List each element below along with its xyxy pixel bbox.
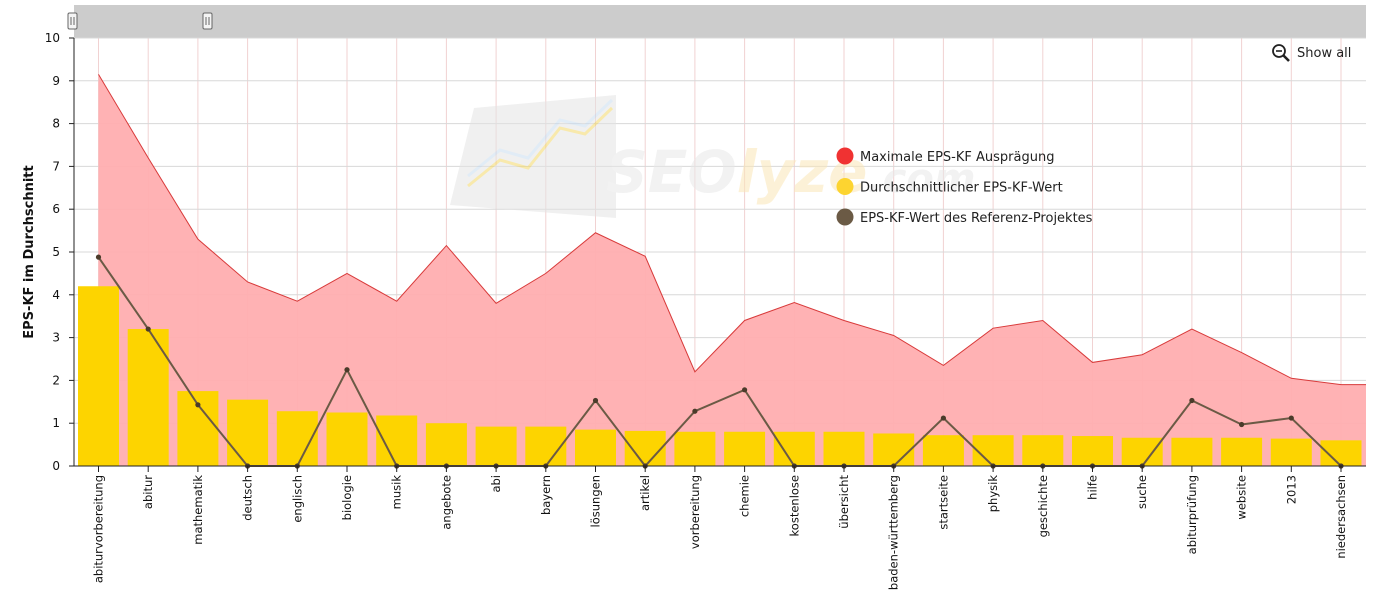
y-tick-label: 5 bbox=[52, 245, 60, 259]
x-category-label: 2013 bbox=[1284, 475, 1298, 504]
x-category-label: deutsch bbox=[241, 475, 255, 521]
x-category-label: lösungen bbox=[589, 475, 603, 527]
y-tick-label: 4 bbox=[52, 288, 60, 302]
watermark-board bbox=[450, 95, 616, 218]
x-category-label: geschichte bbox=[1036, 475, 1050, 537]
y-axis-ticks: 0 1 2 3 4 5 6 7 8 9 10 bbox=[45, 31, 74, 473]
bar-abiturprüfung[interactable] bbox=[1171, 437, 1213, 466]
bar-hilfe[interactable] bbox=[1072, 436, 1113, 466]
zoom-out-icon[interactable] bbox=[1272, 44, 1290, 62]
bar-kostenlose[interactable] bbox=[773, 431, 815, 466]
y-tick-label: 1 bbox=[52, 416, 60, 430]
watermark-line-blue bbox=[467, 98, 614, 178]
x-category-label: übersicht bbox=[837, 475, 851, 529]
x-category-label: suche bbox=[1135, 475, 1149, 509]
reference-point[interactable] bbox=[195, 402, 201, 408]
show-all-button[interactable]: Show all bbox=[1272, 44, 1351, 62]
x-axis-ticks: abiturvorbereitung abitur mathematik deutsc… bbox=[92, 466, 1348, 590]
area-outline bbox=[98, 74, 1366, 386]
show-all-label[interactable]: Show all bbox=[1297, 46, 1351, 61]
bar-lösungen[interactable] bbox=[575, 429, 616, 466]
reference-point[interactable] bbox=[742, 387, 748, 393]
x-category-label: abiturprüfung bbox=[1185, 475, 1199, 554]
navigator-handle-right[interactable] bbox=[202, 12, 213, 30]
legend-label: EPS-KF-Wert des Referenz-Projektes bbox=[860, 211, 1093, 226]
reference-point[interactable] bbox=[592, 397, 599, 404]
reference-point[interactable] bbox=[692, 408, 698, 414]
x-category-label: abitur bbox=[141, 475, 155, 509]
bar-vorbereitung[interactable] bbox=[674, 431, 716, 466]
bar-2013[interactable] bbox=[1270, 438, 1312, 466]
x-category-label: mathematik bbox=[191, 475, 205, 545]
bar-musik[interactable] bbox=[376, 415, 418, 466]
watermark-text-main: SEO bbox=[606, 138, 737, 206]
legend-label: Maximale EPS-KF Ausprägung bbox=[860, 150, 1054, 165]
reference-point[interactable] bbox=[344, 367, 350, 373]
bar-biologie[interactable] bbox=[326, 412, 368, 467]
x-category-label: website bbox=[1235, 475, 1249, 520]
watermark-text: SEOlyze.com bbox=[606, 138, 976, 206]
navigator-track[interactable] bbox=[74, 5, 1366, 38]
y-tick-label: 9 bbox=[52, 74, 60, 88]
y-tick-label: 0 bbox=[52, 459, 60, 473]
bar-baden-württemberg[interactable] bbox=[873, 433, 915, 466]
x-category-label: abi bbox=[489, 475, 503, 493]
reference-point[interactable] bbox=[940, 415, 947, 421]
y-axis-title: EPS-KF im Durchschnitt bbox=[22, 165, 37, 338]
navigator[interactable] bbox=[67, 5, 1366, 38]
y-tick-label: 6 bbox=[52, 202, 60, 216]
y-tick-label: 8 bbox=[52, 117, 60, 131]
legend-marker bbox=[836, 178, 854, 195]
bar-abi[interactable] bbox=[475, 426, 517, 466]
legend: Maximale EPS-KF Ausprägung Durchschnittli… bbox=[836, 147, 1093, 226]
x-category-label: startseite bbox=[936, 475, 950, 530]
bar-website[interactable] bbox=[1221, 437, 1263, 466]
y-tick-label: 2 bbox=[52, 373, 60, 387]
bar-bayern[interactable] bbox=[525, 426, 567, 466]
x-category-label: abiturvorbereitung bbox=[92, 475, 106, 583]
x-category-label: angebote bbox=[439, 475, 453, 530]
x-category-label: chemie bbox=[738, 475, 752, 517]
x-category-label: physik bbox=[986, 475, 1000, 513]
x-category-label: hilfe bbox=[1086, 475, 1100, 500]
bar-deutsch[interactable] bbox=[227, 399, 269, 466]
bar-series-average bbox=[78, 286, 1362, 466]
y-tick-label: 3 bbox=[52, 331, 60, 345]
bar-suche[interactable] bbox=[1121, 437, 1163, 466]
x-category-label: baden-württemberg bbox=[887, 475, 901, 590]
x-category-label: musik bbox=[390, 475, 404, 510]
watermark-text-suffix: .com bbox=[868, 156, 976, 202]
bar-abitur[interactable] bbox=[127, 329, 169, 466]
x-category-label: englisch bbox=[290, 475, 304, 523]
x-category-label: biologie bbox=[340, 475, 354, 520]
legend-marker bbox=[836, 147, 854, 165]
legend-label: Durchschnittlicher EPS-KF-Wert bbox=[860, 181, 1063, 196]
x-category-label: artikel bbox=[638, 475, 652, 511]
bar-übersicht[interactable] bbox=[823, 431, 865, 466]
watermark-line-yellow bbox=[467, 106, 614, 188]
bar-geschichte[interactable] bbox=[1022, 435, 1064, 466]
bar-physik[interactable] bbox=[972, 435, 1014, 466]
bar-abiturvorbereitung[interactable] bbox=[78, 286, 119, 466]
y-tick-label: 10 bbox=[45, 31, 60, 45]
y-tick-label: 7 bbox=[52, 159, 60, 173]
x-category-label: niedersachsen bbox=[1334, 475, 1348, 559]
x-category-label: bayern bbox=[539, 475, 553, 515]
area-fill bbox=[98, 74, 1366, 466]
legend-marker bbox=[836, 208, 854, 226]
reference-point[interactable] bbox=[145, 326, 151, 332]
reference-point[interactable] bbox=[1239, 421, 1245, 428]
bar-chemie[interactable] bbox=[724, 431, 766, 466]
x-category-label: kostenlose bbox=[787, 475, 801, 536]
bar-angebote[interactable] bbox=[425, 423, 467, 466]
reference-point[interactable] bbox=[95, 254, 102, 260]
navigator-handle-left[interactable] bbox=[67, 12, 78, 30]
reference-point[interactable] bbox=[1189, 397, 1195, 404]
reference-point[interactable] bbox=[1288, 415, 1294, 421]
x-category-label: vorbereitung bbox=[688, 475, 702, 549]
area-series-max bbox=[98, 74, 1366, 466]
bar-startseite[interactable] bbox=[922, 435, 964, 466]
